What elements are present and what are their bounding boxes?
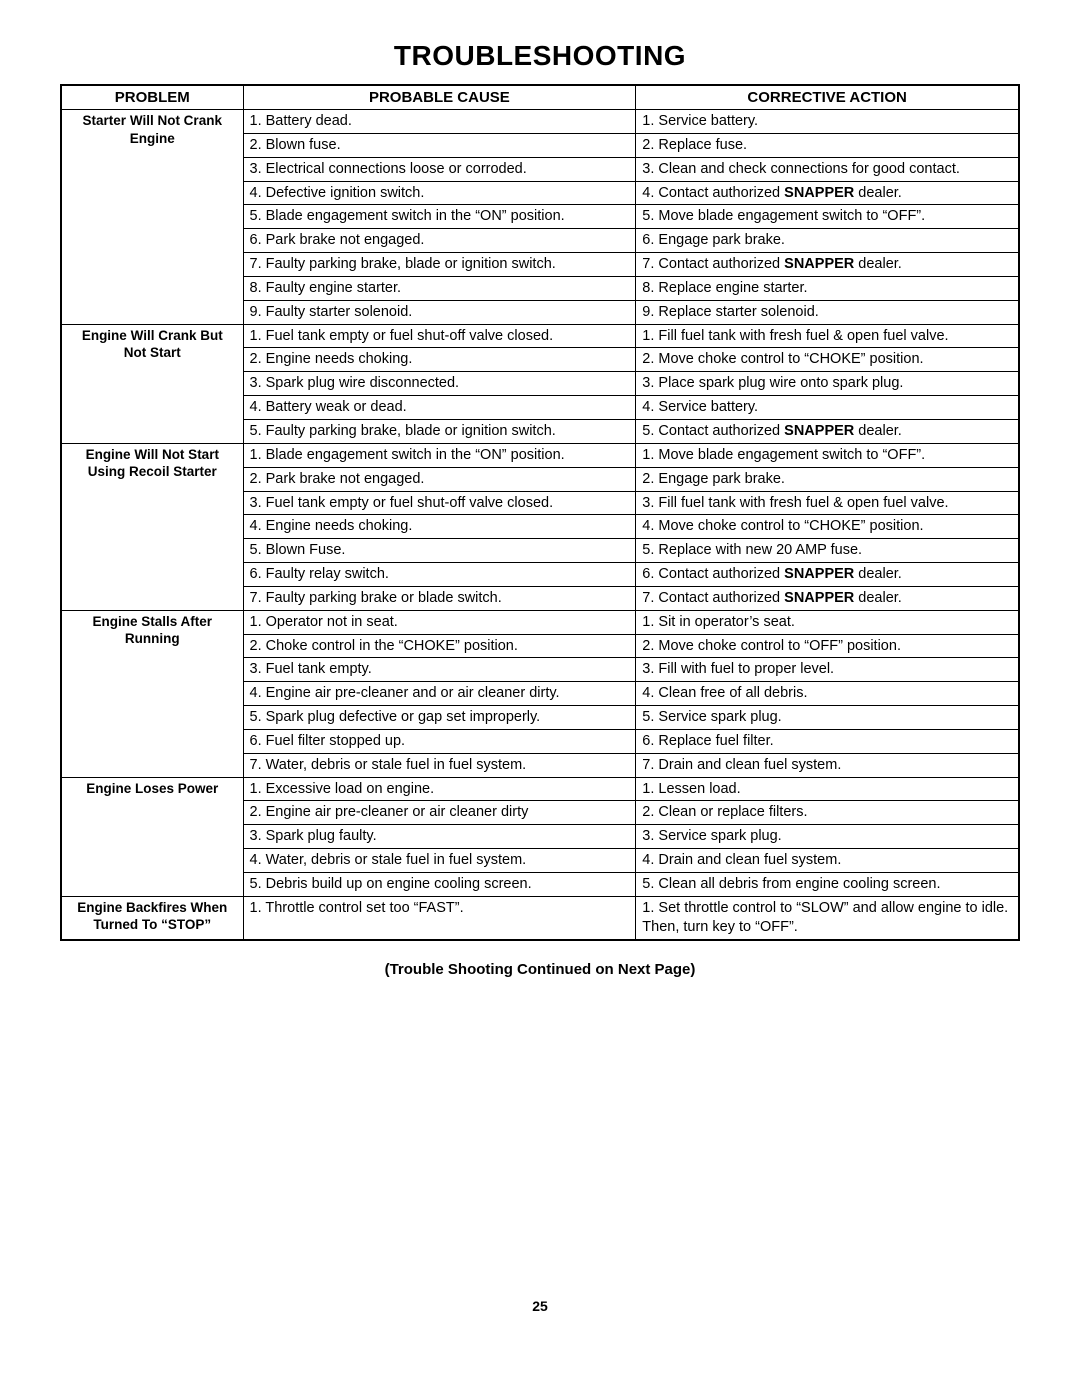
- action-cell: 5. Replace with new 20 AMP fuse.: [636, 539, 1019, 563]
- cause-cell: 5. Debris build up on engine cooling scr…: [243, 873, 636, 897]
- action-cell: 6. Engage park brake.: [636, 229, 1019, 253]
- action-cell: 2. Replace fuse.: [636, 133, 1019, 157]
- action-cell: 1. Fill fuel tank with fresh fuel & open…: [636, 324, 1019, 348]
- action-cell: 4. Service battery.: [636, 396, 1019, 420]
- problem-cell: Starter Will Not CrankEngine: [61, 110, 243, 325]
- cause-cell: 6. Park brake not engaged.: [243, 229, 636, 253]
- cause-cell: 5. Spark plug defective or gap set impro…: [243, 706, 636, 730]
- action-cell: 7. Contact authorized SNAPPER dealer.: [636, 253, 1019, 277]
- action-cell: 1. Sit in operator’s seat.: [636, 610, 1019, 634]
- header-action: CORRECTIVE ACTION: [636, 85, 1019, 110]
- cause-cell: 2. Blown fuse.: [243, 133, 636, 157]
- action-cell: 2. Engage park brake.: [636, 467, 1019, 491]
- cause-cell: 1. Fuel tank empty or fuel shut-off valv…: [243, 324, 636, 348]
- cause-cell: 3. Fuel tank empty.: [243, 658, 636, 682]
- cause-cell: 4. Engine needs choking.: [243, 515, 636, 539]
- cause-cell: 3. Spark plug wire disconnected.: [243, 372, 636, 396]
- cause-cell: 5. Blown Fuse.: [243, 539, 636, 563]
- action-cell: 2. Move choke control to “OFF” position.: [636, 634, 1019, 658]
- action-cell: 1. Service battery.: [636, 110, 1019, 134]
- cause-cell: 4. Engine air pre-cleaner and or air cle…: [243, 682, 636, 706]
- cause-cell: 7. Water, debris or stale fuel in fuel s…: [243, 753, 636, 777]
- problem-cell: Engine Will Not StartUsing Recoil Starte…: [61, 443, 243, 610]
- action-cell: 5. Service spark plug.: [636, 706, 1019, 730]
- table-row: Engine Stalls AfterRunning1. Operator no…: [61, 610, 1019, 634]
- header-problem: PROBLEM: [61, 85, 243, 110]
- action-cell: 3. Fill with fuel to proper level.: [636, 658, 1019, 682]
- action-cell: 5. Contact authorized SNAPPER dealer.: [636, 419, 1019, 443]
- action-cell: 4. Move choke control to “CHOKE” positio…: [636, 515, 1019, 539]
- page-number: 25: [60, 1298, 1020, 1314]
- cause-cell: 6. Fuel filter stopped up.: [243, 729, 636, 753]
- action-cell: 2. Move choke control to “CHOKE” positio…: [636, 348, 1019, 372]
- action-cell: 7. Contact authorized SNAPPER dealer.: [636, 586, 1019, 610]
- action-cell: 3. Place spark plug wire onto spark plug…: [636, 372, 1019, 396]
- action-cell: 9. Replace starter solenoid.: [636, 300, 1019, 324]
- action-cell: 4. Drain and clean fuel system.: [636, 849, 1019, 873]
- header-cause: PROBABLE CAUSE: [243, 85, 636, 110]
- table-row: Engine Will Crank ButNot Start1. Fuel ta…: [61, 324, 1019, 348]
- cause-cell: 2. Choke control in the “CHOKE” position…: [243, 634, 636, 658]
- action-cell: 3. Clean and check connections for good …: [636, 157, 1019, 181]
- action-cell: 3. Fill fuel tank with fresh fuel & open…: [636, 491, 1019, 515]
- cause-cell: 7. Faulty parking brake or blade switch.: [243, 586, 636, 610]
- cause-cell: 3. Spark plug faulty.: [243, 825, 636, 849]
- cause-cell: 7. Faulty parking brake, blade or igniti…: [243, 253, 636, 277]
- action-cell: 1. Lessen load.: [636, 777, 1019, 801]
- action-cell: 6. Replace fuel filter.: [636, 729, 1019, 753]
- troubleshooting-table: PROBLEM PROBABLE CAUSE CORRECTIVE ACTION…: [60, 84, 1020, 941]
- cause-cell: 1. Blade engagement switch in the “ON” p…: [243, 443, 636, 467]
- table-row: Engine Will Not StartUsing Recoil Starte…: [61, 443, 1019, 467]
- action-cell: 6. Contact authorized SNAPPER dealer.: [636, 563, 1019, 587]
- table-row: Engine Loses Power1. Excessive load on e…: [61, 777, 1019, 801]
- cause-cell: 4. Defective ignition switch.: [243, 181, 636, 205]
- action-cell: 5. Clean all debris from engine cooling …: [636, 873, 1019, 897]
- action-cell: 1. Set throttle control to “SLOW” and al…: [636, 896, 1019, 939]
- cause-cell: 4. Water, debris or stale fuel in fuel s…: [243, 849, 636, 873]
- cause-cell: 1. Throttle control set too “FAST”.: [243, 896, 636, 939]
- cause-cell: 1. Operator not in seat.: [243, 610, 636, 634]
- action-cell: 4. Clean free of all debris.: [636, 682, 1019, 706]
- action-cell: 5. Move blade engagement switch to “OFF”…: [636, 205, 1019, 229]
- cause-cell: 3. Fuel tank empty or fuel shut-off valv…: [243, 491, 636, 515]
- action-cell: 2. Clean or replace filters.: [636, 801, 1019, 825]
- table-row: Engine Backfires WhenTurned To “STOP”1. …: [61, 896, 1019, 939]
- cause-cell: 4. Battery weak or dead.: [243, 396, 636, 420]
- action-cell: 4. Contact authorized SNAPPER dealer.: [636, 181, 1019, 205]
- problem-cell: Engine Backfires WhenTurned To “STOP”: [61, 896, 243, 939]
- cause-cell: 8. Faulty engine starter.: [243, 276, 636, 300]
- problem-cell: Engine Loses Power: [61, 777, 243, 896]
- problem-cell: Engine Stalls AfterRunning: [61, 610, 243, 777]
- cause-cell: 2. Park brake not engaged.: [243, 467, 636, 491]
- action-cell: 7. Drain and clean fuel system.: [636, 753, 1019, 777]
- action-cell: 8. Replace engine starter.: [636, 276, 1019, 300]
- page-title: TROUBLESHOOTING: [60, 40, 1020, 72]
- cause-cell: 2. Engine needs choking.: [243, 348, 636, 372]
- cause-cell: 1. Excessive load on engine.: [243, 777, 636, 801]
- footer-note: (Trouble Shooting Continued on Next Page…: [60, 961, 1020, 978]
- cause-cell: 2. Engine air pre-cleaner or air cleaner…: [243, 801, 636, 825]
- cause-cell: 5. Blade engagement switch in the “ON” p…: [243, 205, 636, 229]
- cause-cell: 5. Faulty parking brake, blade or igniti…: [243, 419, 636, 443]
- action-cell: 1. Move blade engagement switch to “OFF”…: [636, 443, 1019, 467]
- cause-cell: 9. Faulty starter solenoid.: [243, 300, 636, 324]
- problem-cell: Engine Will Crank ButNot Start: [61, 324, 243, 443]
- cause-cell: 1. Battery dead.: [243, 110, 636, 134]
- action-cell: 3. Service spark plug.: [636, 825, 1019, 849]
- cause-cell: 3. Electrical connections loose or corro…: [243, 157, 636, 181]
- cause-cell: 6. Faulty relay switch.: [243, 563, 636, 587]
- table-row: Starter Will Not CrankEngine1. Battery d…: [61, 110, 1019, 134]
